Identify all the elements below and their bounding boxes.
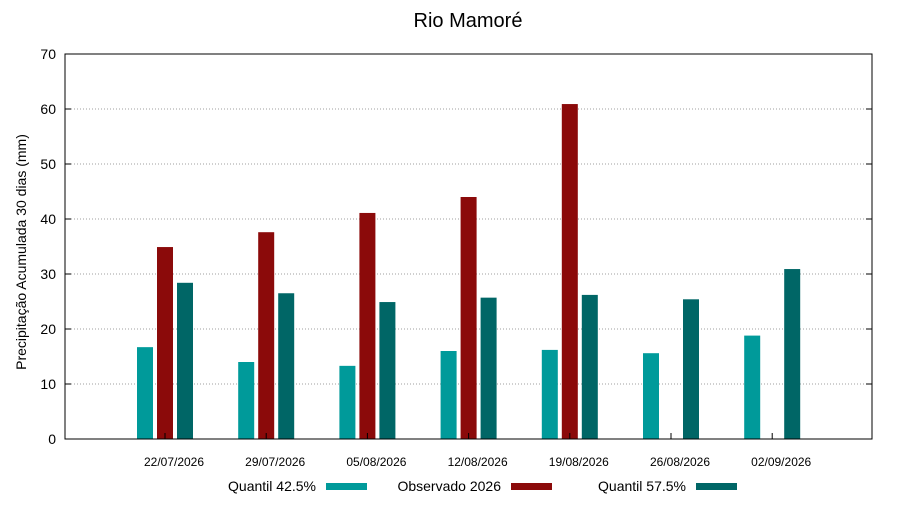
x-tick-label: 02/09/2026	[751, 455, 811, 469]
bar-observado-2026-3	[460, 197, 477, 439]
y-tick-label: 0	[48, 431, 56, 447]
y-tick-label: 60	[40, 101, 56, 117]
bar-observado-2026-2	[359, 212, 376, 439]
legend-swatch	[511, 483, 552, 490]
y-tick-label: 40	[40, 211, 56, 227]
x-tick-label: 12/08/2026	[448, 455, 508, 469]
bar-quantil-42-5-4	[541, 349, 558, 439]
legend-label: Quantil 42.5%	[228, 478, 316, 494]
bar-quantil-42-5-3	[440, 351, 457, 439]
x-tick-label: 29/07/2026	[245, 455, 305, 469]
ticks: 0 10 20 30 40 50 60 70 22/07/2026 29/07/2026 05/08…	[40, 46, 872, 469]
bar-quantil-57-5-4	[581, 294, 598, 439]
bar-quantil-42-5-0	[137, 347, 153, 439]
legend-swatch	[326, 483, 367, 490]
bar-quantil-42-5-6	[744, 335, 761, 439]
legend: Quantil 42.5% Observado 2026 Quantil 57.5%	[228, 478, 737, 494]
bar-quantil-57-5-2	[379, 302, 396, 439]
x-tick-label: 26/08/2026	[650, 455, 710, 469]
y-tick-label: 50	[40, 156, 56, 172]
x-tick-label: 05/08/2026	[346, 455, 406, 469]
y-tick-label: 70	[40, 46, 56, 62]
y-tick-label: 20	[40, 321, 56, 337]
bar-observado-2026-4	[561, 104, 578, 440]
bar-quantil-42-5-2	[339, 365, 356, 439]
bar-quantil-57-5-6	[784, 269, 801, 439]
bar-quantil-57-5-3	[480, 297, 497, 439]
legend-label: Observado 2026	[397, 478, 501, 494]
y-tick-label: 30	[40, 266, 56, 282]
bar-quantil-42-5-5	[643, 353, 659, 439]
bar-quantil-42-5-1	[238, 362, 255, 439]
legend-swatch	[696, 483, 737, 490]
bar-observado-2026-1	[258, 232, 275, 439]
x-tick-label: 19/08/2026	[549, 455, 609, 469]
y-axis-label: Precipitação Acumulada 30 dias (mm)	[13, 134, 29, 370]
x-tick-label: 22/07/2026	[144, 455, 204, 469]
chart-title: Rio Mamoré	[414, 10, 523, 32]
bar-quantil-57-5-1	[278, 293, 295, 439]
bar-observado-2026-0	[157, 247, 173, 439]
gridlines	[65, 108, 872, 385]
bar-quantil-57-5-5	[683, 299, 699, 439]
bars	[137, 104, 801, 440]
bar-quantil-57-5-0	[177, 282, 193, 439]
y-tick-label: 10	[40, 376, 56, 392]
legend-label: Quantil 57.5%	[598, 478, 686, 494]
